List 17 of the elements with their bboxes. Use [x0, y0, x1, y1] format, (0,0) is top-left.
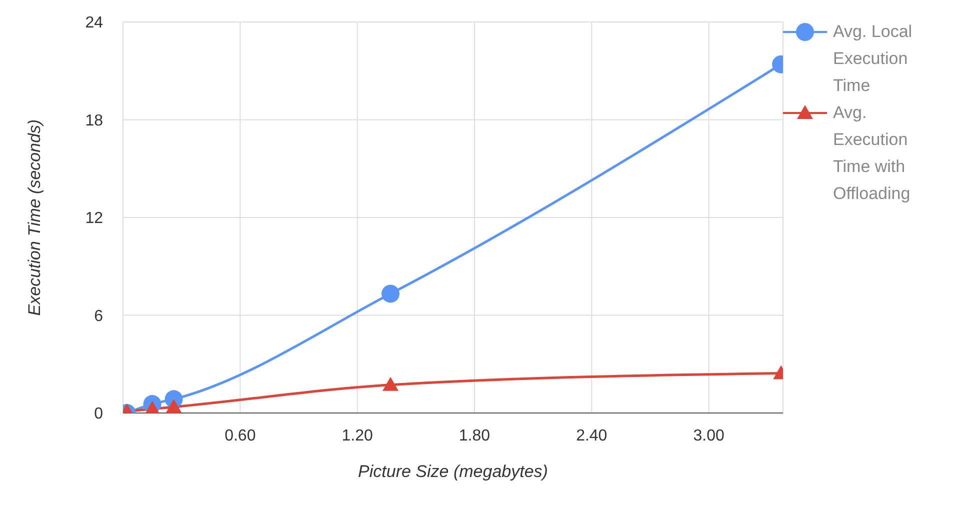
point: [382, 284, 400, 303]
y-tick-label: 0: [94, 406, 104, 423]
y-axis-title: Execution Time (seconds): [25, 119, 44, 316]
legend-label: Avg. Execution Time with Offloading: [833, 102, 912, 205]
y-tick-label: 6: [94, 308, 104, 325]
y-tick-label: 24: [85, 14, 104, 32]
x-tick-label: 2.40: [576, 427, 608, 444]
x-tick-label: 1.20: [342, 427, 373, 444]
point: [382, 376, 399, 391]
y-tick-label: 12: [85, 210, 104, 228]
x-tick-label: 1.80: [458, 427, 490, 444]
x-axis-title: Picture Size (megabytes): [358, 462, 548, 481]
y-tick-label: 18: [85, 112, 104, 130]
point: [166, 398, 182, 413]
legend-label: Avg. Local Execution Time: [833, 21, 914, 97]
x-tick-label: 0.60: [224, 427, 256, 444]
x-tick-label: 3.00: [693, 427, 724, 444]
